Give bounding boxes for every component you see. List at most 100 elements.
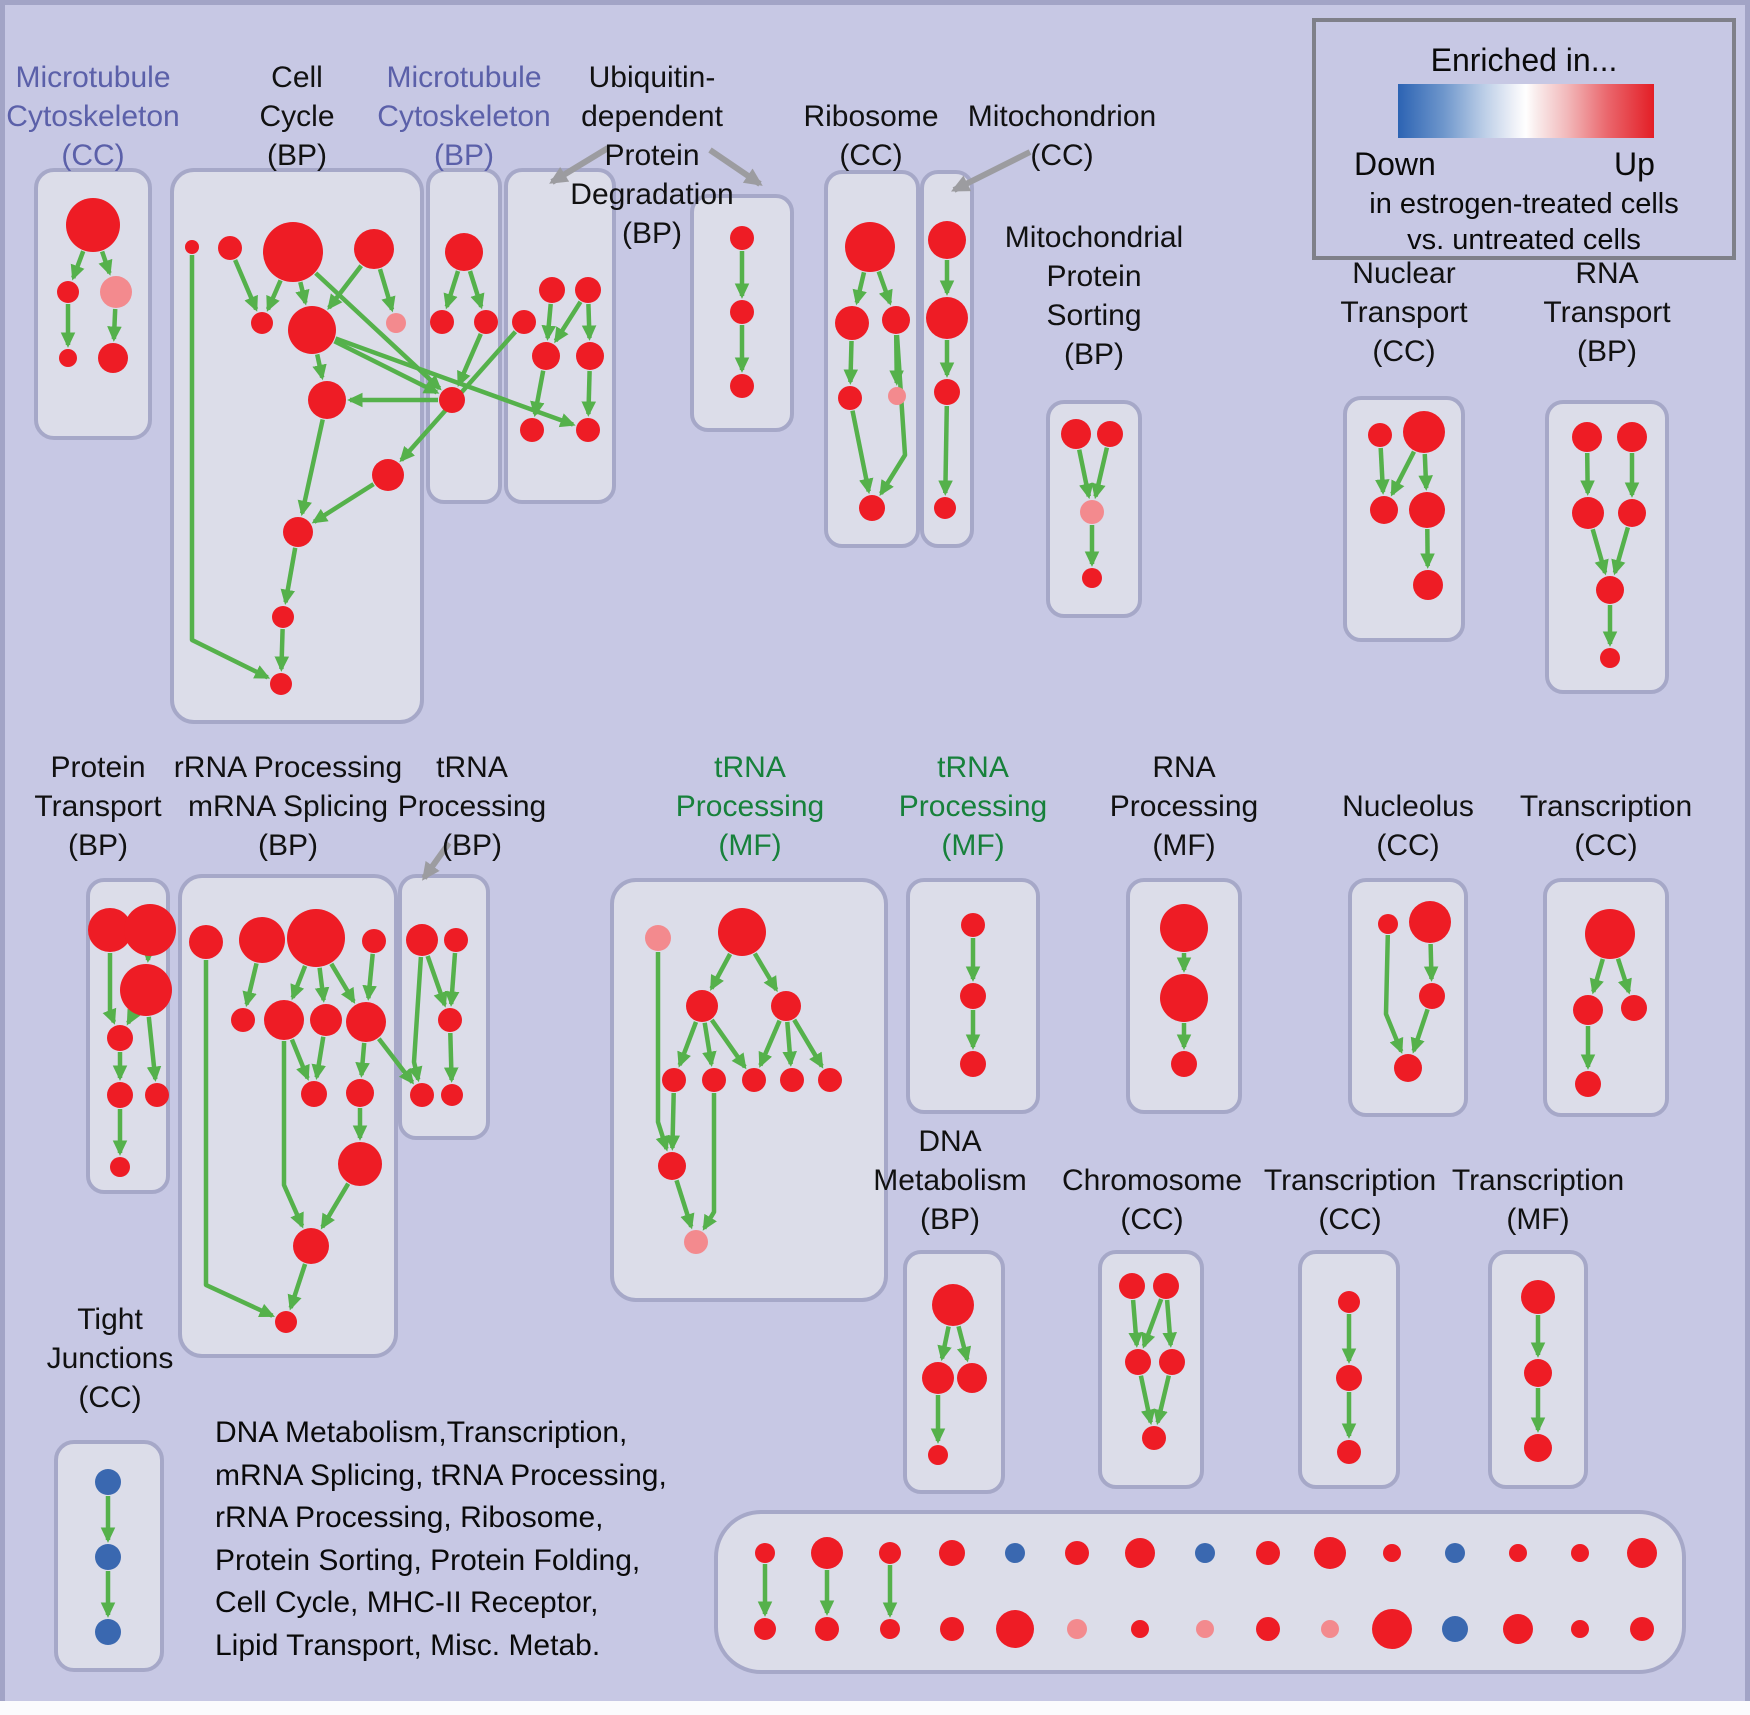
go-term-node [308, 381, 346, 419]
go-term-node [934, 497, 956, 519]
go-term-node [445, 233, 483, 271]
group-box-transcription_cc_mid [1543, 878, 1669, 1117]
edge-arrow [1138, 1375, 1156, 1426]
edges-layer [60, 250, 1640, 1618]
go-term-node [1336, 1365, 1362, 1391]
go-term-node [922, 1362, 954, 1394]
edge-arrow [1410, 1008, 1430, 1054]
go-term-node [1061, 419, 1091, 449]
go-term-node [185, 240, 199, 254]
go-term-node [1159, 1349, 1185, 1375]
go-term-node [88, 908, 132, 952]
group-box-misc_strip [714, 1510, 1686, 1674]
go-term-node [441, 1084, 463, 1106]
edge-arrow [665, 1092, 680, 1151]
go-term-node [1142, 1426, 1166, 1450]
go-term-node [1368, 423, 1392, 447]
edge-arrow [1611, 526, 1631, 576]
edge-arrow [297, 419, 325, 517]
go-term-node [1585, 909, 1635, 959]
go-term-node [532, 342, 560, 370]
go-term-node [372, 459, 404, 491]
go-term-node [264, 1000, 304, 1040]
legend-down-label: Down [1354, 146, 1436, 182]
group-box-mt_bp [426, 168, 502, 504]
edge-arrow [287, 1263, 308, 1311]
go-term-node [960, 983, 986, 1009]
edge-arrow [242, 962, 259, 1008]
nodes-layer [57, 198, 1657, 1649]
go-term-node [310, 1004, 342, 1036]
go-term-node [755, 1543, 775, 1563]
edge-arrow [1076, 449, 1094, 500]
go-term-node [1378, 914, 1398, 934]
group-box-cell_cycle [170, 168, 424, 724]
go-term-node [288, 306, 336, 354]
edge-arrow [1580, 452, 1595, 496]
go-term-node [838, 386, 862, 410]
edge-arrow [1418, 453, 1433, 491]
go-term-node [928, 221, 966, 259]
go-term-node [1065, 1541, 1089, 1565]
go-term-node [926, 297, 968, 339]
go-term-node [107, 1025, 133, 1051]
edge-arrow [311, 482, 375, 524]
group-box-ribosome [824, 170, 920, 548]
go-term-node [1314, 1537, 1346, 1569]
group-box-mt_cc [34, 168, 152, 440]
go-term-node [662, 1068, 686, 1092]
go-term-node [57, 281, 79, 303]
legend-caption-line2: vs. untreated cells [1407, 224, 1641, 256]
edge-arrow [1141, 1298, 1164, 1349]
go-term-node [95, 1469, 121, 1495]
go-term-node [1627, 1538, 1657, 1568]
go-term-node [1125, 1538, 1155, 1568]
edge-arrow [443, 270, 461, 310]
edge-arrow [1153, 1375, 1171, 1426]
go-term-node [1630, 1617, 1654, 1641]
group-box-rna_transport [1545, 400, 1669, 694]
edge-arrow [456, 333, 483, 387]
go-term-node [386, 313, 406, 333]
go-term-node [338, 1142, 382, 1186]
go-term-node [960, 1051, 986, 1077]
go-term-node [406, 924, 438, 956]
go-term-node [346, 1002, 386, 1042]
go-term-node [940, 1617, 964, 1641]
edge-arrow [938, 405, 953, 496]
legend-up-label: Up [1614, 146, 1655, 182]
go-term-node [218, 236, 242, 260]
edge-arrow [541, 303, 556, 341]
go-term-node [346, 1079, 374, 1107]
go-term-node [474, 310, 498, 334]
edge-arrow [1423, 943, 1439, 982]
go-term-node [1372, 1609, 1412, 1649]
edge-arrow [425, 955, 448, 1008]
go-term-node [1445, 1543, 1465, 1563]
go-term-node [932, 1284, 974, 1326]
edge-arrow [876, 270, 893, 306]
edge-arrow [709, 1018, 747, 1070]
go-term-node [1171, 1051, 1197, 1077]
go-term-node [1509, 1544, 1527, 1562]
go-term-node [1575, 1071, 1601, 1097]
go-term-node [1571, 1620, 1589, 1638]
edge-arrow [467, 270, 485, 310]
go-term-node [251, 312, 273, 334]
go-term-node [684, 1230, 708, 1254]
go-term-node [879, 1542, 901, 1564]
go-term-node [880, 1619, 900, 1639]
go-term-node [1617, 422, 1647, 452]
go-term-node [1618, 499, 1646, 527]
go-term-node [1196, 1620, 1214, 1638]
go-term-node [1524, 1434, 1552, 1462]
edge-arrow [146, 1016, 162, 1082]
edge-arrow [1615, 958, 1632, 995]
go-term-node [1080, 500, 1104, 524]
edge-arrow [852, 271, 867, 306]
go-term-node [1442, 1616, 1468, 1642]
go-term-node [59, 349, 77, 367]
go-term-node [645, 925, 671, 951]
go-term-node [512, 310, 536, 334]
go-term-node [272, 606, 294, 628]
